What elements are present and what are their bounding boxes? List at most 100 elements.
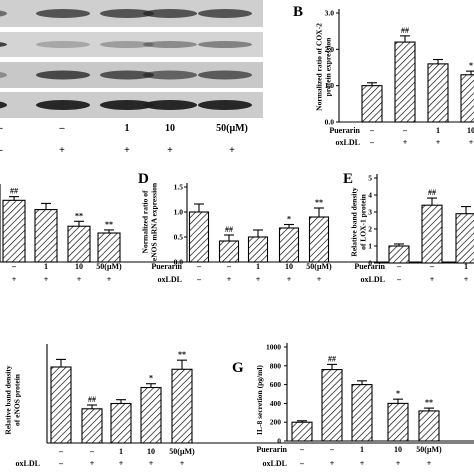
- oxldl-label: +: [469, 138, 474, 147]
- oxldl-label: +: [227, 275, 232, 284]
- blot-band: [100, 100, 154, 110]
- oxldl-label: +: [287, 275, 292, 284]
- puerarin-dose-label: –: [429, 262, 435, 271]
- puerarin-dose-label: –: [11, 262, 17, 271]
- oxldl-label: +: [12, 275, 17, 284]
- puerarin-dose-label: –: [196, 262, 202, 271]
- y-tick-label: 0.5: [174, 233, 184, 242]
- significance-marker: **: [315, 198, 323, 207]
- y-axis-label: of LOX-1 protein: [359, 193, 368, 250]
- panel-letter-b: B: [293, 4, 303, 20]
- bar: [418, 410, 440, 442]
- y-tick-label: 0.0: [325, 118, 335, 127]
- chart-panel-f: Relative band density of eNOS protein – – ##…: [4, 344, 474, 468]
- significance-marker: **: [425, 398, 433, 407]
- y-tick-label: 2.0: [325, 45, 335, 54]
- blot-band: [36, 9, 90, 18]
- puerarin-dose-label: 1: [119, 447, 123, 456]
- oxldl-label: +: [396, 459, 401, 468]
- oxldl-label: +: [90, 459, 95, 468]
- oxldl-label: –: [299, 459, 305, 468]
- puerarin-dose-label: 1: [436, 126, 440, 135]
- puerarin-dose-label: 1: [360, 445, 364, 454]
- chart-panel-g: 0 200 400 600 800 1000 IL-8 secretion (pg/ml) –…: [255, 343, 474, 468]
- puerarin-dose-label: –: [402, 126, 408, 135]
- puerarin-dose-label: 50(μM): [416, 445, 442, 454]
- significance-marker: ##: [328, 354, 336, 363]
- bar: [2, 199, 26, 263]
- oxldl-label: +: [77, 275, 82, 284]
- significance-marker: **: [178, 350, 186, 359]
- bar: [321, 369, 343, 442]
- oxldl-label: –: [58, 459, 64, 468]
- significance-marker: ##: [225, 225, 233, 234]
- y-tick-label: 1.5: [174, 183, 184, 192]
- bar: [34, 209, 58, 263]
- blot-band: [143, 9, 197, 18]
- bar: [247, 236, 269, 263]
- blot-band: [143, 41, 197, 48]
- y-tick-label: 5: [368, 174, 372, 183]
- significance-marker: *: [469, 61, 473, 70]
- row-label: Puerarin: [151, 262, 182, 271]
- bar: [291, 421, 313, 442]
- bar: [308, 216, 330, 263]
- row-label: oxLDL: [336, 138, 360, 147]
- significance-marker: ##: [88, 395, 96, 404]
- y-axis-label: Normalized ratio of COX-2: [315, 23, 324, 111]
- blot-band: [100, 41, 154, 48]
- y-axis-label: protein expression: [324, 37, 333, 97]
- oxldl-label: +: [403, 138, 408, 147]
- blot-bands: [0, 9, 252, 110]
- y-axis-label: eNOS mRNA expression: [150, 182, 159, 261]
- y-tick-label: 1.0: [325, 81, 335, 90]
- oxldl-label: +: [107, 275, 112, 284]
- oxldl-label: +: [360, 459, 365, 468]
- y-tick-label: 0: [277, 437, 281, 446]
- blot-band: [100, 70, 154, 80]
- y-tick-label: 200: [270, 418, 282, 427]
- oxldl-label: +: [436, 138, 441, 147]
- puerarin-dose-label: 1: [464, 262, 468, 271]
- bar: [110, 402, 132, 444]
- blot-oxldl-label: +: [124, 145, 130, 156]
- oxldl-label: +: [256, 275, 261, 284]
- blot-band: [0, 101, 7, 109]
- western-blot: – – – +1 +10 +50(μM) +: [0, 0, 263, 156]
- y-axis-label: Relative band density: [4, 365, 13, 434]
- row-label: oxLDL: [361, 275, 385, 284]
- bar: [388, 245, 410, 264]
- blot-band: [198, 70, 252, 80]
- row-label: oxLDL: [263, 459, 287, 468]
- puerarin-dose-label: –: [89, 447, 95, 456]
- row-label: Puerarin: [256, 445, 287, 454]
- blot-band: [36, 41, 90, 48]
- blot-band: [143, 70, 197, 80]
- puerarin-dose-label: 10: [467, 126, 474, 135]
- puerarin-dose-label: 50(μM): [306, 262, 332, 271]
- row-label: oxLDL: [16, 459, 40, 468]
- bar: [421, 204, 443, 264]
- y-tick-label: 2: [368, 225, 372, 234]
- bar: [460, 74, 474, 123]
- y-tick-label: 0.0: [174, 258, 184, 267]
- blot-puerarin-label: 50(μM): [216, 123, 248, 134]
- puerarin-dose-label: 10: [75, 262, 83, 271]
- puerarin-dose-label: –: [58, 447, 64, 456]
- y-tick-label: 4: [368, 191, 372, 200]
- oxldl-label: –: [196, 275, 202, 284]
- significance-marker: *: [287, 215, 291, 224]
- oxldl-label: –: [396, 275, 402, 284]
- panel-letter-e: E: [343, 171, 353, 187]
- row-label: Puerarin: [329, 126, 360, 135]
- oxldl-label: +: [317, 275, 322, 284]
- blot-lane-labels: – – – +1 +10 +50(μM) +: [0, 123, 248, 156]
- blot-strip-2: [0, 32, 263, 57]
- panel-letter-d: D: [138, 171, 149, 187]
- blot-band: [36, 100, 90, 110]
- significance-marker: *: [149, 374, 153, 383]
- puerarin-dose-label: 1: [44, 262, 48, 271]
- bar: [427, 63, 449, 123]
- significance-marker: *: [396, 389, 400, 398]
